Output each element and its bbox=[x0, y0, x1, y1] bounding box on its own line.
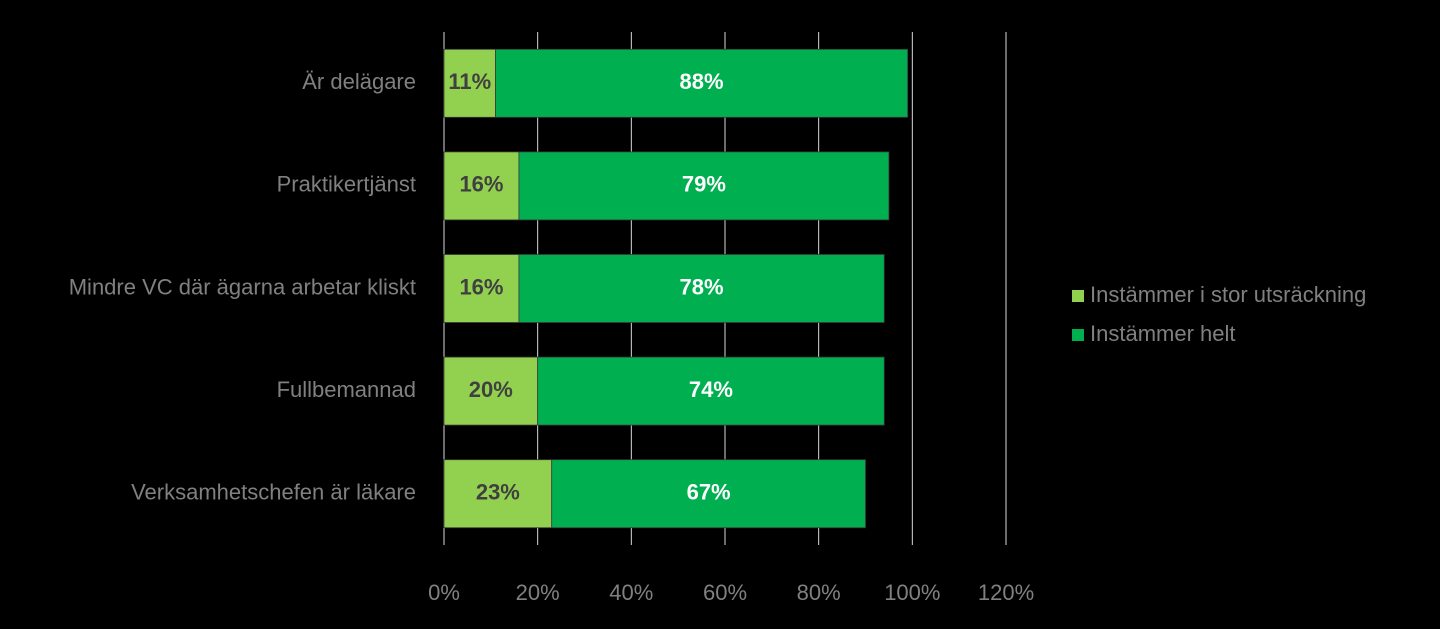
category-label: Praktikertjänst bbox=[277, 172, 416, 197]
category-label: Mindre VC där ägarna arbetar kliskt bbox=[69, 274, 416, 299]
value-label: 16% bbox=[459, 172, 503, 197]
x-tick-label: 80% bbox=[797, 580, 841, 605]
bar-segment bbox=[518, 151, 890, 221]
legend-label: Instämmer i stor utsräckning bbox=[1090, 282, 1366, 307]
bar-segment bbox=[443, 151, 520, 221]
legend-label: Instämmer helt bbox=[1090, 321, 1236, 346]
value-label: 16% bbox=[459, 274, 503, 299]
category-label: Fullbemannad bbox=[277, 377, 416, 402]
category-label: Är delägare bbox=[302, 69, 416, 94]
x-tick-label: 0% bbox=[428, 580, 460, 605]
value-label: 11% bbox=[448, 69, 491, 94]
x-tick-label: 60% bbox=[703, 580, 747, 605]
value-label: 20% bbox=[469, 377, 513, 402]
x-tick-label: 100% bbox=[884, 580, 940, 605]
value-label: 74% bbox=[689, 377, 733, 402]
bar-segment bbox=[443, 254, 520, 323]
value-label: 88% bbox=[680, 69, 724, 94]
category-label: Verksamhetschefen är läkare bbox=[131, 480, 416, 505]
bar-segment bbox=[537, 356, 885, 426]
x-tick-label: 120% bbox=[978, 580, 1034, 605]
value-label: 23% bbox=[476, 480, 520, 505]
bar-segment bbox=[495, 48, 909, 118]
x-tick-label: 40% bbox=[609, 580, 653, 605]
bar-segment bbox=[518, 254, 885, 323]
bar-segment bbox=[443, 48, 496, 118]
value-label: 79% bbox=[682, 172, 726, 197]
value-label: 67% bbox=[687, 480, 731, 505]
legend-swatch bbox=[1072, 329, 1084, 341]
bar-segment bbox=[443, 459, 553, 529]
x-tick-label: 20% bbox=[516, 580, 560, 605]
value-label: 78% bbox=[680, 274, 724, 299]
bar-segment bbox=[551, 459, 866, 529]
legend-swatch bbox=[1072, 290, 1084, 302]
